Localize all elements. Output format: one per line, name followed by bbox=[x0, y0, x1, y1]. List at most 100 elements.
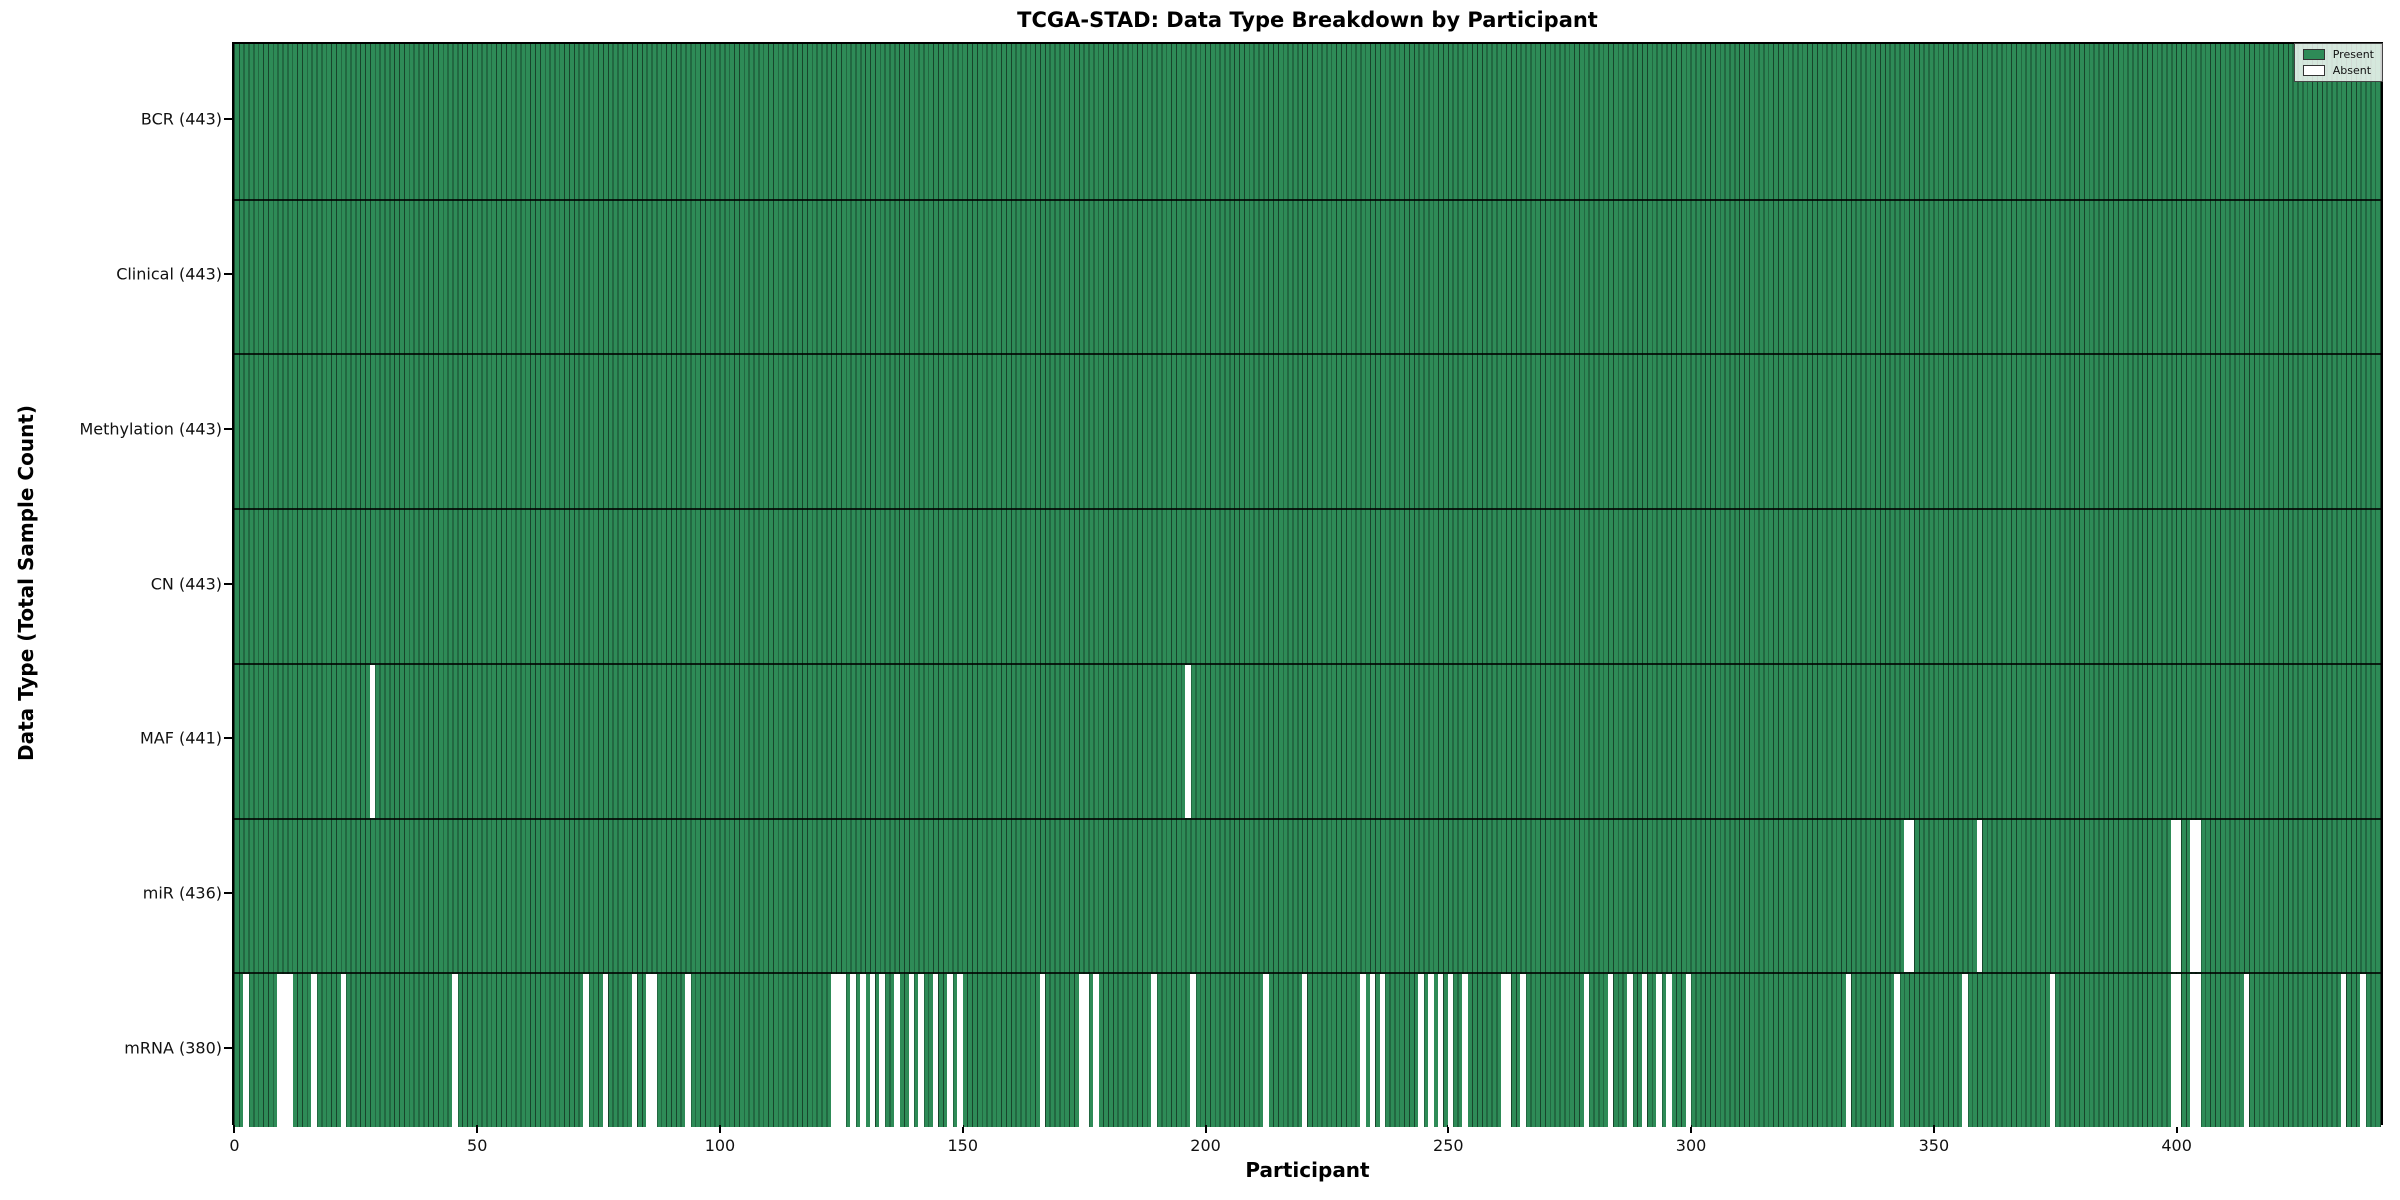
xtick-mark bbox=[1932, 1125, 1935, 1133]
absent-stripe bbox=[1500, 974, 1507, 1127]
xtick-mark bbox=[2175, 1125, 2178, 1133]
xtick-mark bbox=[718, 1125, 721, 1133]
xtick-mark bbox=[1447, 1125, 1450, 1133]
xtick-label-350: 350 bbox=[1918, 1136, 1950, 1155]
absent-stripe bbox=[369, 665, 376, 818]
ytick-label-cn: CN (443) bbox=[150, 574, 222, 593]
absent-stripe bbox=[1908, 820, 1915, 972]
absent-stripe bbox=[879, 974, 885, 1127]
absent-stripe bbox=[2360, 974, 2366, 1127]
absent-stripe bbox=[1263, 974, 1269, 1127]
xtick-label-300: 300 bbox=[1675, 1136, 1707, 1155]
absent-stripe bbox=[840, 974, 847, 1127]
absent-stripe bbox=[1520, 974, 1526, 1127]
absent-stripe bbox=[850, 974, 856, 1127]
absent-stripe bbox=[1447, 974, 1454, 1127]
absent-stripe bbox=[918, 974, 924, 1127]
ytick-label-maf: MAF (441) bbox=[139, 728, 222, 748]
absent-stripe bbox=[947, 974, 953, 1127]
ytick-mark bbox=[224, 1046, 232, 1049]
absent-stripe bbox=[685, 974, 691, 1127]
absent-stripe bbox=[1583, 974, 1589, 1127]
absent-stripe bbox=[1962, 974, 1968, 1127]
xtick-label-0: 0 bbox=[229, 1136, 240, 1155]
absent-stripe bbox=[2341, 974, 2347, 1127]
absent-stripe bbox=[1976, 820, 1983, 972]
absent-stripe bbox=[311, 974, 317, 1127]
xtick-mark bbox=[233, 1125, 236, 1133]
absent-stripe bbox=[869, 974, 876, 1127]
absent-stripe bbox=[243, 974, 249, 1127]
ytick-mark bbox=[224, 891, 232, 894]
row-clinical bbox=[234, 199, 2381, 353]
absent-stripe bbox=[602, 974, 609, 1127]
absent-stripe bbox=[1151, 974, 1157, 1127]
xtick-label-400: 400 bbox=[2161, 1136, 2192, 1155]
absent-stripe bbox=[1845, 974, 1852, 1127]
present-swatch-icon bbox=[2302, 49, 2325, 60]
absent-stripe bbox=[2190, 974, 2196, 1127]
absent-stripe bbox=[1369, 974, 1376, 1127]
xtick-mark bbox=[1690, 1125, 1693, 1133]
ytick-mark bbox=[224, 273, 232, 276]
absent-stripe bbox=[2175, 974, 2182, 1127]
absent-stripe bbox=[1093, 974, 1099, 1127]
absent-swatch-icon bbox=[2302, 65, 2325, 76]
absent-stripe bbox=[1666, 974, 1672, 1127]
ytick-label-mir: miR (436) bbox=[142, 883, 222, 903]
row-methylation bbox=[234, 353, 2381, 508]
absent-stripe bbox=[340, 974, 346, 1127]
row-cn bbox=[234, 508, 2381, 663]
absent-stripe bbox=[452, 974, 458, 1127]
legend: Present Absent bbox=[2293, 43, 2383, 82]
absent-stripe bbox=[1904, 820, 1910, 972]
row-mrna bbox=[234, 972, 2381, 1127]
plot-area: Present Absent bbox=[232, 42, 2383, 1127]
absent-stripe bbox=[1301, 974, 1308, 1127]
absent-stripe bbox=[2195, 820, 2201, 972]
xtick-mark bbox=[1204, 1125, 1207, 1133]
absent-stripe bbox=[1894, 974, 1900, 1127]
absent-stripe bbox=[835, 974, 842, 1127]
xtick-mark bbox=[961, 1125, 964, 1133]
absent-stripe bbox=[1083, 974, 1089, 1127]
absent-stripe bbox=[957, 974, 963, 1127]
absent-stripe bbox=[1505, 974, 1512, 1127]
absent-stripe bbox=[282, 974, 288, 1127]
absent-stripe bbox=[1685, 974, 1691, 1127]
ytick-mark bbox=[224, 737, 232, 740]
xtick-label-150: 150 bbox=[947, 1136, 979, 1155]
legend-label-present: Present bbox=[2332, 48, 2374, 61]
absent-stripe bbox=[830, 974, 837, 1127]
absent-stripe bbox=[2049, 974, 2056, 1127]
absent-stripe bbox=[1379, 974, 1386, 1127]
ytick-mark bbox=[224, 118, 232, 121]
xtick-label-100: 100 bbox=[704, 1136, 736, 1155]
ytick-label-bcr: BCR (443) bbox=[140, 109, 222, 129]
absent-stripe bbox=[651, 974, 657, 1127]
absent-stripe bbox=[631, 974, 638, 1127]
xtick-label-250: 250 bbox=[1433, 1136, 1464, 1155]
absent-stripe bbox=[1185, 665, 1191, 818]
absent-stripe bbox=[1607, 974, 1614, 1127]
ytick-label-methylation: Methylation (443) bbox=[79, 419, 222, 439]
absent-stripe bbox=[1437, 974, 1444, 1127]
absent-stripe bbox=[2175, 820, 2182, 972]
absent-stripe bbox=[2190, 820, 2196, 972]
absent-stripe bbox=[1418, 974, 1424, 1127]
ytick-label-mrna: mRNA (380) bbox=[124, 1038, 222, 1058]
legend-label-absent: Absent bbox=[2332, 64, 2372, 77]
ytick-label-clinical: Clinical (443) bbox=[116, 264, 222, 284]
row-bcr bbox=[234, 44, 2381, 199]
row-maf bbox=[234, 663, 2381, 818]
xtick-label-50: 50 bbox=[467, 1136, 488, 1155]
x-axis-label: Participant bbox=[1245, 1158, 1370, 1182]
ytick-mark bbox=[224, 582, 232, 585]
absent-stripe bbox=[2195, 974, 2201, 1127]
absent-stripe bbox=[2243, 974, 2250, 1127]
absent-stripe bbox=[860, 974, 866, 1127]
absent-stripe bbox=[277, 974, 283, 1127]
chart-title: TCGA-STAD: Data Type Breakdown by Partic… bbox=[1017, 8, 1598, 32]
absent-stripe bbox=[1039, 974, 1046, 1127]
